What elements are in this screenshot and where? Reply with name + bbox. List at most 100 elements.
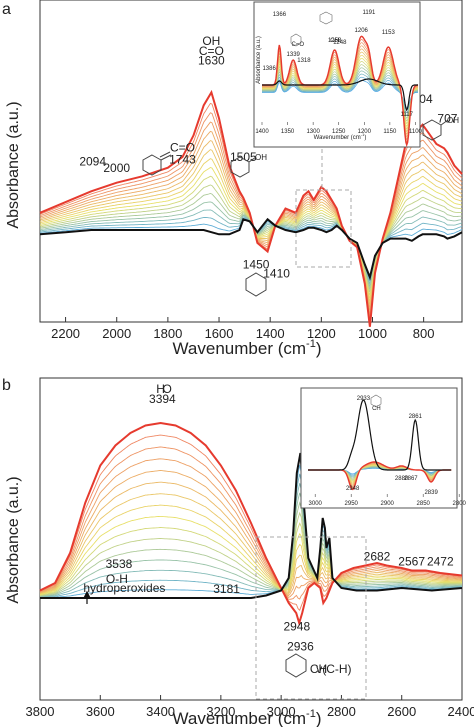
gradient-spectrum <box>39 458 463 599</box>
gradient-spectrum <box>39 434 463 611</box>
x-tick-label: 2800 <box>327 704 356 719</box>
inset-x-tick-label: 1350 <box>281 129 295 135</box>
inset-peak-label: 2867 <box>404 476 418 482</box>
inset-spectrum <box>262 54 419 130</box>
panel-label-a: a <box>2 1 11 18</box>
peak-label: 2567 <box>398 555 425 569</box>
panel-label-b: b <box>2 377 11 394</box>
inset-peak-label: 2948 <box>346 486 360 492</box>
gradient-spectrum <box>39 522 462 596</box>
svg-text:OH: OH <box>255 153 267 162</box>
cyclohexanol-icon-right: OH <box>422 116 459 141</box>
gradient-spectrum <box>39 446 463 600</box>
gradient-spectrum <box>39 515 462 595</box>
inset-x-axis-a: 1400 1350 1300 1250 1200 1150 1100 <box>255 122 423 135</box>
cyclohexane-icon-b <box>285 653 307 678</box>
peak-label: C=O <box>199 44 224 58</box>
inset-x-axis-b: 3000 2950 2900 2850 2800 <box>309 494 467 507</box>
y-axis-label-a: Absorbance (a.u.) <box>5 101 22 228</box>
inset-spectrum <box>262 76 418 111</box>
gradient-spectrum <box>39 504 463 595</box>
peak-label: 2000 <box>103 161 130 175</box>
peak-label: O <box>163 382 172 396</box>
x-tick-label: 3200 <box>206 704 235 719</box>
inset-x-label-a: Wavenumber (cm-1) <box>314 132 367 141</box>
inset-x-tick-label: 2900 <box>381 501 395 507</box>
inset-spectrum-reference <box>308 399 452 471</box>
peak-label: 2472 <box>427 555 454 569</box>
inset-spectrum <box>262 67 418 119</box>
inset-peak-label: CH <box>372 406 381 412</box>
inset-spectra-a <box>261 35 419 148</box>
inset-peak-label: 2861 <box>409 414 423 420</box>
x-tick-label: 1200 <box>307 326 336 341</box>
gradient-spectrum <box>39 501 463 597</box>
plot-frame-a <box>39 0 463 323</box>
x-tick-label: 2000 <box>102 326 131 341</box>
inset-peak-label: 1191 <box>362 10 376 16</box>
peak-label: OH <box>202 34 220 48</box>
x-tick-label: 2400 <box>448 704 474 719</box>
panel-a: a 2200 2000 1800 1600 1400 1200 1000 800 209420… <box>2 0 463 358</box>
inset-b: 3000 2950 2900 2850 2800 2933 2861 2948 2880286… <box>300 387 467 509</box>
inset-peak-label: 1248 <box>333 40 347 46</box>
gradient-spectrum <box>39 511 462 596</box>
inset-x-tick-label: 1400 <box>255 129 269 135</box>
x-tick-label: 1000 <box>358 326 387 341</box>
zoom-box-b <box>255 536 367 700</box>
inset-peak-label: 1366 <box>273 12 287 18</box>
spectrum-final <box>39 421 463 627</box>
inset-x-tick-label: 2850 <box>417 501 431 507</box>
x-tick-label: 1600 <box>205 326 234 341</box>
x-tick-label: 3800 <box>26 704 55 719</box>
zoom-box-a <box>295 189 352 268</box>
x-axis-label-a: Wavenumber (cm-1) <box>173 338 322 358</box>
x-axis-label-b: Wavenumber (cm-1) <box>173 708 322 727</box>
inset-x-tick-label: 1300 <box>306 129 320 135</box>
peak-label: v(C-H) <box>316 662 351 676</box>
inset-x-tick-label: 3000 <box>309 501 323 507</box>
inset-peak-label: 2839 <box>424 490 438 496</box>
cyclohexanone-icon <box>142 151 172 176</box>
inset-peak-label: 2880 <box>395 476 409 482</box>
x-tick-label: 1400 <box>256 326 285 341</box>
peak-label: CH <box>310 662 327 676</box>
inset-x-tick-label: 1100 <box>409 129 423 135</box>
inset-peak-label: 1318 <box>297 58 311 64</box>
inset-x-tick-label: 1200 <box>358 129 372 135</box>
inset-peak-label: 1258 <box>328 38 342 44</box>
svg-text:OH: OH <box>447 116 459 125</box>
inset-x-tick-label: 1250 <box>332 129 346 135</box>
x-axis-a: 2200 2000 1800 1600 1400 1200 1000 800 <box>51 317 434 341</box>
cyclohexanol-icon: OH <box>230 153 267 178</box>
inset-a: 1400 1350 1300 1250 1200 1150 1100 1366 1386 133… <box>253 1 423 148</box>
inset-x-tick-label: 2800 <box>453 501 467 507</box>
peak-label: 1410 <box>263 266 290 280</box>
peak-label: 2682 <box>364 550 391 564</box>
gradient-spectrum <box>39 493 462 594</box>
peak-label: H <box>156 382 165 396</box>
x-tick-label: 3400 <box>146 704 175 719</box>
inset-cyclohexanone-icon <box>290 33 302 47</box>
plot-frame-b <box>39 377 463 701</box>
gradient-spectrum <box>39 481 463 595</box>
inset-y-label-a: Absorbance (a.u.) <box>256 36 262 84</box>
peak-label: 1505 <box>230 150 257 164</box>
inset-peak-label: 1117 <box>401 112 414 118</box>
inset-cyclohexane-icon-b <box>370 394 382 408</box>
peak-label: 3538 <box>106 557 133 571</box>
x-tick-label: 1800 <box>153 326 182 341</box>
peak-label: O-H <box>106 572 128 586</box>
gradient-spectrum <box>39 483 463 598</box>
x-tick-label: 2200 <box>51 326 80 341</box>
inset-peak-label: 2933 <box>357 396 371 402</box>
peak-label: 707 <box>437 112 457 126</box>
inset-peak-label: 1386 <box>262 66 276 72</box>
peak-label: hydroperoxides <box>83 581 165 595</box>
peak-label: 3181 <box>213 582 240 596</box>
y-axis-label-b: Absorbance (a.u.) <box>5 476 22 603</box>
peak-label: 3394 <box>149 392 176 406</box>
